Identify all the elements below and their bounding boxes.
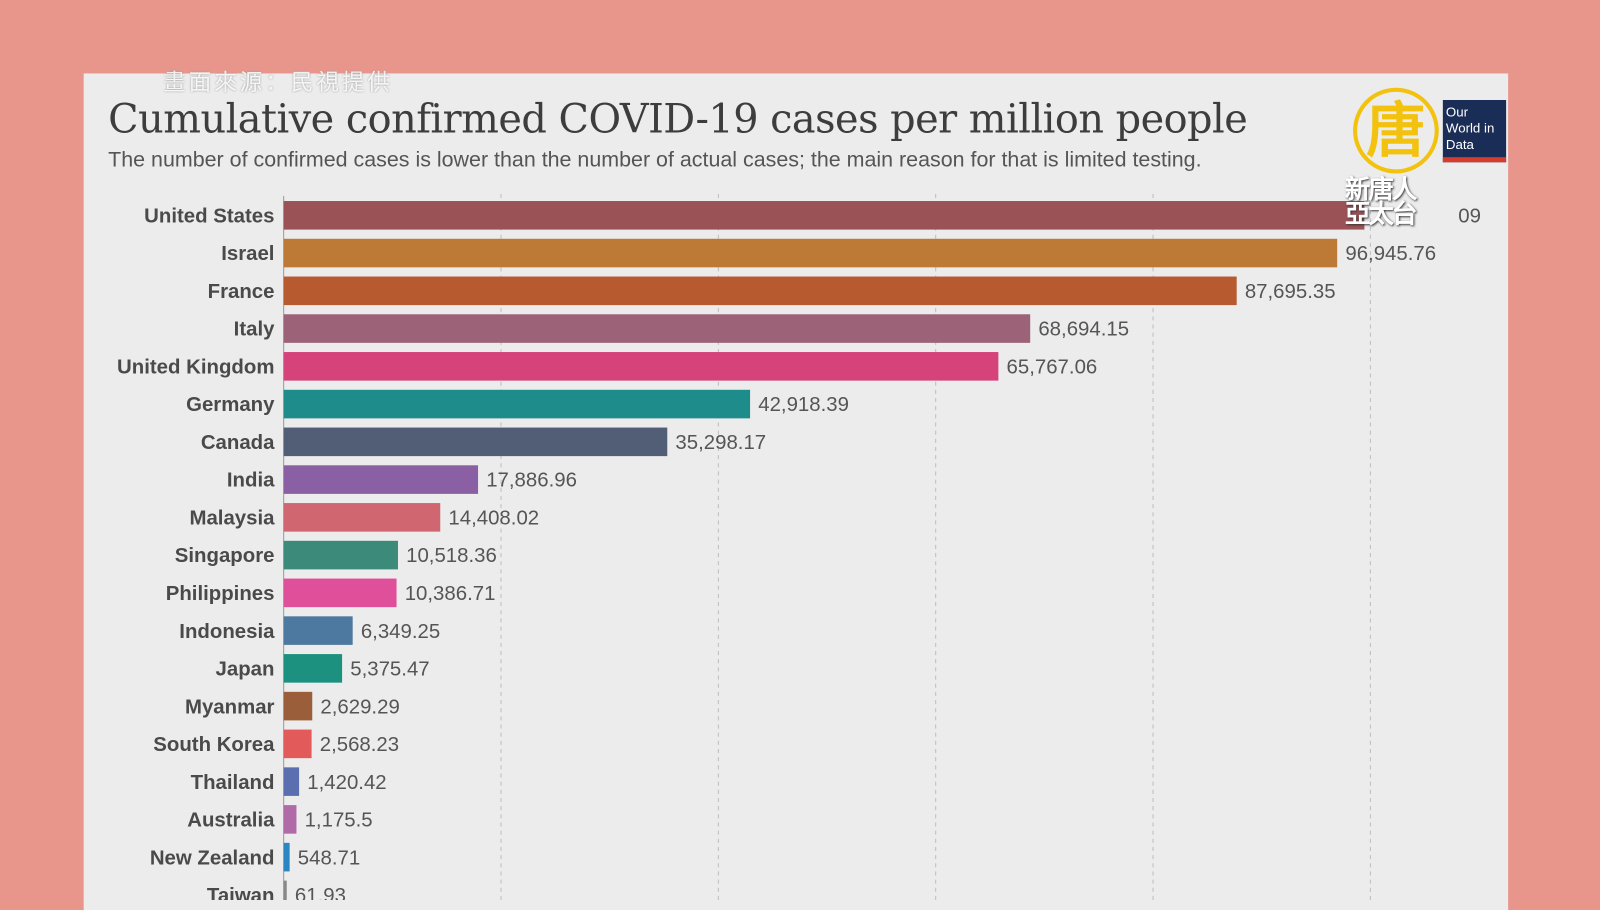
bar-united-states (283, 201, 1365, 230)
category-label: Malaysia (189, 507, 275, 529)
value-label: 65,767.06 (1007, 356, 1098, 378)
bar-italy (283, 314, 1031, 343)
bar-canada (283, 427, 668, 457)
value-label: 5,375.47 (350, 659, 429, 681)
category-label: France (208, 281, 275, 303)
source-credit: 畫面來源：民視提供 (163, 70, 393, 96)
category-label: South Korea (153, 734, 275, 756)
bar-thailand (283, 767, 300, 796)
owid-logo: Our World in Data (1442, 99, 1507, 163)
value-label: 548.71 (298, 847, 360, 869)
value-label: 10,518.36 (406, 545, 497, 567)
category-label: Taiwan (207, 885, 275, 900)
value-label: 61.93 (295, 885, 346, 900)
value-label: 87,695.35 (1245, 281, 1336, 303)
bar-taiwan (283, 880, 287, 900)
category-label: United States (144, 205, 274, 227)
chart-title: Cumulative confirmed COVID-19 cases per … (108, 96, 1248, 143)
bar-indonesia (283, 616, 353, 645)
category-label: Myanmar (185, 696, 275, 718)
value-label: 35,298.17 (675, 432, 766, 454)
bar-new-zealand (283, 842, 290, 872)
chart-subtitle: The number of confirmed cases is lower t… (108, 147, 1202, 172)
bar-germany (283, 389, 751, 419)
value-label: 1,175.5 (305, 810, 373, 832)
value-label: 42,918.39 (758, 394, 849, 416)
category-label: Germany (186, 394, 275, 416)
category-label: Indonesia (179, 621, 275, 643)
value-label: 2,568.23 (320, 734, 399, 756)
value-label: 2,629.29 (320, 696, 399, 718)
bar-south-korea (283, 729, 312, 759)
category-label: Thailand (191, 772, 275, 794)
value-label: 96,945.76 (1345, 243, 1436, 265)
category-label: United Kingdom (117, 356, 274, 378)
value-label: 6,349.25 (361, 621, 440, 643)
bar-malaysia (283, 503, 441, 532)
value-label: 10,386.71 (405, 583, 496, 605)
category-label: India (227, 470, 275, 492)
bar-france (283, 276, 1237, 306)
bar-israel (283, 238, 1338, 268)
ntd-logo-mark: 唐 (1353, 87, 1439, 174)
bar-japan (283, 654, 343, 683)
bar-united-kingdom (283, 352, 999, 381)
category-label: Israel (221, 243, 274, 265)
category-label: Philippines (166, 583, 275, 605)
bar-philippines (283, 578, 397, 608)
bar-india (283, 465, 479, 494)
value-label: 14,408.02 (448, 507, 539, 529)
bar-australia (283, 805, 297, 834)
ntd-logo-text: 新唐人 亞太台 (1344, 174, 1417, 229)
value-label: 09 (1458, 205, 1481, 227)
bar-myanmar (283, 691, 313, 721)
category-label: Australia (187, 810, 275, 832)
category-label: Canada (201, 432, 275, 454)
category-label: New Zealand (150, 847, 275, 869)
value-label: 17,886.96 (486, 470, 577, 492)
bar-singapore (283, 540, 398, 570)
category-label: Singapore (175, 545, 275, 567)
category-label: Japan (216, 659, 275, 681)
value-label: 68,694.15 (1038, 319, 1129, 341)
category-label: Italy (234, 319, 275, 341)
value-label: 1,420.42 (307, 772, 386, 794)
